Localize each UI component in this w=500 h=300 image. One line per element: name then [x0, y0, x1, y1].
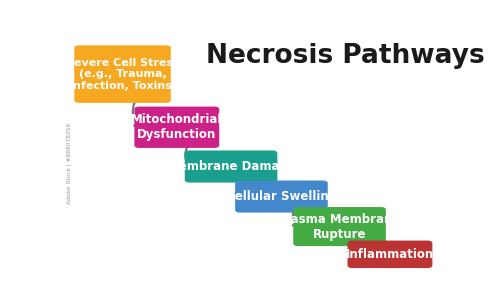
Text: Necrosis Pathways: Necrosis Pathways — [206, 43, 485, 69]
FancyBboxPatch shape — [348, 241, 432, 268]
Text: Adobe Stock | #888078356: Adobe Stock | #888078356 — [66, 122, 72, 204]
Text: Membrane Damage: Membrane Damage — [166, 160, 296, 173]
Text: Inflammation: Inflammation — [346, 248, 434, 261]
FancyBboxPatch shape — [294, 207, 386, 246]
Text: Cellular Swelling: Cellular Swelling — [226, 190, 337, 203]
Text: Severe Cell Stress
(e.g., Trauma,
Infection, Toxins): Severe Cell Stress (e.g., Trauma, Infect… — [66, 58, 180, 91]
Text: Plasma Membrane
Rupture: Plasma Membrane Rupture — [278, 213, 401, 241]
FancyBboxPatch shape — [185, 151, 278, 183]
Text: Mitochondrial
Dysfunction: Mitochondrial Dysfunction — [131, 113, 222, 141]
FancyBboxPatch shape — [74, 45, 171, 103]
FancyBboxPatch shape — [235, 181, 328, 213]
FancyBboxPatch shape — [134, 106, 219, 148]
